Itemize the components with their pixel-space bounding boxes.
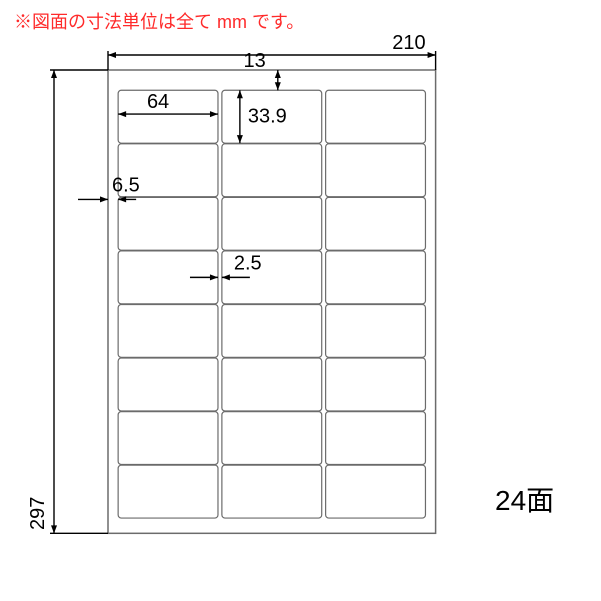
dim-top-margin-value: 13 <box>244 50 266 72</box>
label-cell <box>222 304 322 357</box>
label-cell <box>222 358 322 411</box>
dim-gap-x: 2.5 <box>190 252 262 280</box>
dim-left-margin: 6.5 <box>78 174 140 202</box>
label-cell <box>118 358 218 411</box>
label-cell <box>118 412 218 465</box>
label-cell <box>326 412 426 465</box>
faces-label: 24面 <box>495 485 554 516</box>
label-cell <box>118 304 218 357</box>
unit-note: ※図面の寸法単位は全て mm です。 <box>14 12 304 32</box>
dim-gap-x-value: 2.5 <box>234 252 262 274</box>
label-cell <box>326 90 426 143</box>
label-cell <box>222 412 322 465</box>
label-cell <box>326 465 426 518</box>
dim-total-height-value: 297 <box>27 497 49 530</box>
dim-total-width-value: 210 <box>392 32 425 54</box>
label-cell <box>222 465 322 518</box>
dim-total-width: 210 <box>108 32 436 70</box>
label-cell <box>326 358 426 411</box>
dim-left-margin-value: 6.5 <box>112 174 140 196</box>
sheet-outline <box>108 70 436 533</box>
labels-grid <box>118 90 425 518</box>
sheet <box>108 70 436 533</box>
dim-label-height-value: 33.9 <box>248 106 287 128</box>
dim-label-width: 64 <box>118 91 218 117</box>
dim-label-height: 33.9 <box>237 90 287 143</box>
label-cell <box>326 144 426 197</box>
label-cell <box>326 304 426 357</box>
label-cell <box>222 144 322 197</box>
label-cell <box>326 197 426 250</box>
label-cell <box>326 251 426 304</box>
label-cell <box>118 197 218 250</box>
dim-label-width-value: 64 <box>147 91 169 113</box>
dim-total-height: 297 <box>27 70 108 533</box>
label-cell <box>222 197 322 250</box>
label-cell <box>118 465 218 518</box>
